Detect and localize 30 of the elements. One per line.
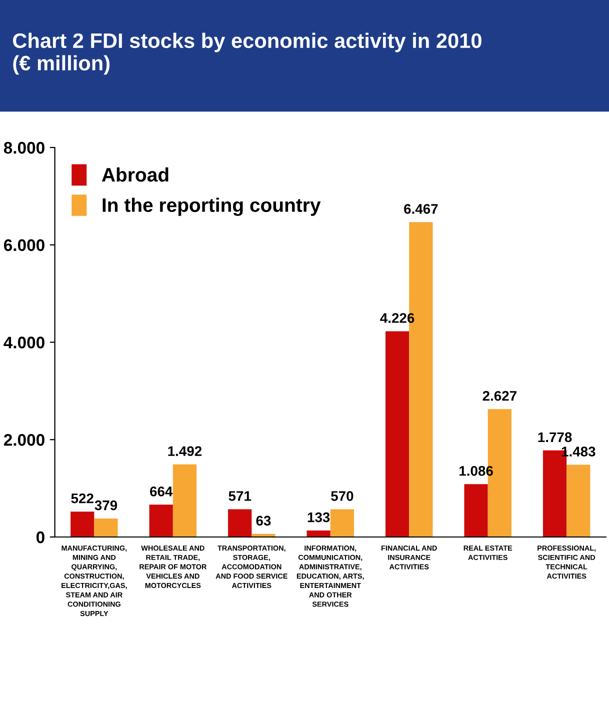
bar — [94, 518, 118, 537]
data-label: 664 — [150, 486, 173, 496]
chart-title: Chart 2 FDI stocks by economic activity in 2010 (€ million) — [13, 32, 482, 75]
data-label: 1.492 — [168, 446, 202, 456]
data-label: 6.467 — [404, 204, 438, 214]
bar — [172, 464, 197, 537]
bar — [566, 464, 590, 537]
y-tick-label: 8.000 — [4, 142, 44, 154]
y-tick-label: 2.000 — [4, 434, 44, 446]
bar — [464, 484, 488, 537]
y-tick-label: 6.000 — [4, 239, 44, 252]
data-label: 379 — [94, 500, 118, 510]
y-tick-label: 0 — [36, 531, 44, 544]
data-label: 133 — [308, 512, 330, 522]
bar — [70, 512, 94, 537]
data-label: 1.483 — [562, 446, 596, 457]
legend-label: In the reporting country — [102, 198, 321, 216]
data-label: 571 — [228, 491, 252, 501]
data-label: 570 — [331, 491, 354, 501]
bar — [149, 504, 173, 537]
data-label: 2.627 — [482, 390, 516, 401]
bar — [306, 530, 330, 537]
bar — [228, 509, 252, 537]
data-label: 1.778 — [538, 432, 572, 442]
bar — [385, 331, 410, 537]
data-label: 522 — [71, 493, 94, 504]
data-label: 63 — [256, 516, 271, 526]
legend-label: Abroad — [102, 167, 168, 182]
bar — [330, 509, 354, 537]
y-tick-label: 4.000 — [4, 336, 44, 348]
